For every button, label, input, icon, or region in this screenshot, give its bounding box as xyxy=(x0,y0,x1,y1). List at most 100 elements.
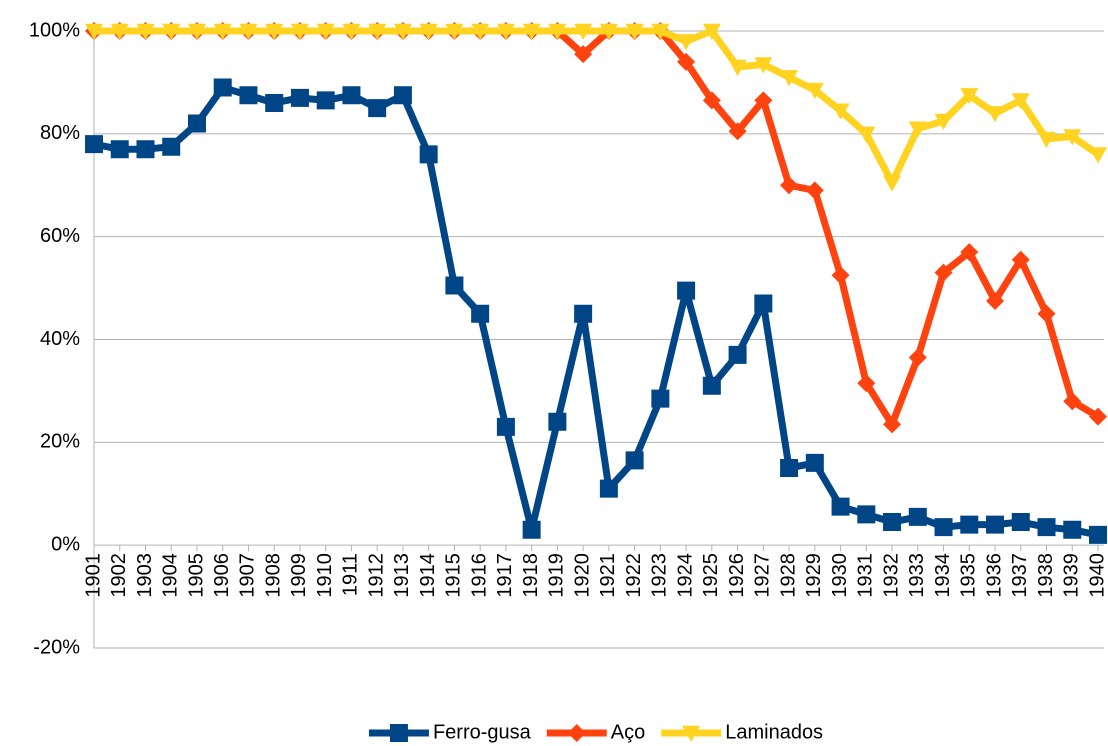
marker xyxy=(342,23,361,40)
x-tick-label: 1903 xyxy=(134,553,156,598)
marker xyxy=(651,389,670,408)
legend-label: Ferro-gusa xyxy=(433,721,532,743)
x-tick-label: 1911 xyxy=(340,553,362,596)
x-tick-label: 1921 xyxy=(597,553,619,598)
x-tick-label: 1936 xyxy=(983,553,1005,598)
x-tick-label: 1928 xyxy=(777,553,799,598)
marker xyxy=(599,479,618,498)
x-tick-label: 1925 xyxy=(700,553,722,598)
x-tick-label: 1902 xyxy=(108,553,130,598)
x-tick-label: 1910 xyxy=(314,553,336,598)
x-tick-label: 1940 xyxy=(1086,553,1108,598)
marker xyxy=(471,304,490,323)
marker xyxy=(316,23,335,40)
line xyxy=(93,84,1099,539)
marker xyxy=(496,23,515,40)
y-tick-label: 60% xyxy=(40,225,80,247)
marker xyxy=(780,176,799,195)
marker xyxy=(419,145,438,164)
marker xyxy=(831,103,850,120)
marker xyxy=(728,59,747,76)
marker xyxy=(1089,147,1107,164)
marker xyxy=(831,497,850,516)
x-tick-label: 1933 xyxy=(906,553,928,598)
marker xyxy=(857,126,876,143)
marker xyxy=(1011,93,1030,110)
marker xyxy=(702,376,721,395)
marker xyxy=(960,243,979,262)
marker xyxy=(677,281,696,300)
marker xyxy=(780,70,799,87)
marker xyxy=(162,23,181,40)
marker xyxy=(574,23,593,40)
marker xyxy=(651,23,670,40)
marker xyxy=(368,99,387,118)
marker xyxy=(342,86,361,105)
x-tick-label: 1915 xyxy=(443,553,465,598)
marker xyxy=(110,140,129,159)
series xyxy=(85,22,1107,434)
marker xyxy=(908,348,927,367)
series xyxy=(85,23,1107,192)
y-tick-label: 20% xyxy=(40,431,80,453)
y-tick-label: 0% xyxy=(51,533,80,555)
x-tick-label: 1934 xyxy=(932,553,954,598)
series xyxy=(85,78,1107,544)
marker xyxy=(548,23,567,40)
x-tick-label: 1904 xyxy=(160,553,182,598)
marker xyxy=(368,23,387,40)
marker xyxy=(445,276,464,295)
marker xyxy=(110,23,129,40)
marker xyxy=(677,34,696,51)
x-tick-label: 1909 xyxy=(288,553,310,598)
marker xyxy=(496,417,515,436)
marker xyxy=(136,140,155,159)
marker xyxy=(754,294,773,313)
x-tick-label: 1923 xyxy=(649,553,671,598)
marker xyxy=(187,23,206,40)
marker xyxy=(728,345,747,364)
marker xyxy=(682,725,701,742)
marker xyxy=(419,23,438,40)
x-tick-label: 1929 xyxy=(803,553,825,598)
x-tick-label: 1924 xyxy=(674,553,696,598)
x-tick-label: 1919 xyxy=(546,553,568,598)
x-tick-label: 1913 xyxy=(391,553,413,598)
marker xyxy=(162,137,181,156)
marker xyxy=(934,263,953,282)
x-tick-label: 1908 xyxy=(262,553,284,598)
marker xyxy=(986,106,1005,123)
marker xyxy=(213,23,232,40)
marker xyxy=(239,23,258,40)
marker xyxy=(908,507,927,526)
marker xyxy=(1011,513,1030,532)
marker xyxy=(522,23,541,40)
y-tick-label: 40% xyxy=(40,328,80,350)
marker xyxy=(213,78,232,97)
marker xyxy=(1037,304,1056,323)
legend-label: Aço xyxy=(611,721,645,743)
x-tick-label: 1926 xyxy=(726,553,748,598)
marker xyxy=(1089,407,1107,426)
x-tick-label: 1927 xyxy=(752,553,774,598)
x-tick-label: 1917 xyxy=(494,553,516,598)
marker xyxy=(986,291,1005,310)
marker xyxy=(265,93,284,112)
x-tick-label: 1930 xyxy=(829,553,851,598)
marker xyxy=(290,88,309,107)
marker xyxy=(754,57,773,74)
marker xyxy=(265,23,284,40)
marker xyxy=(857,374,876,393)
x-tick-label: 1916 xyxy=(468,553,490,598)
marker xyxy=(1011,250,1030,269)
marker xyxy=(548,412,567,431)
marker xyxy=(934,113,953,130)
line xyxy=(94,27,1101,187)
marker xyxy=(702,91,721,110)
marker xyxy=(599,23,618,40)
legend-label: Laminados xyxy=(725,721,823,743)
y-tick-label: 80% xyxy=(40,122,80,144)
x-tick-label: 1905 xyxy=(185,553,207,598)
marker xyxy=(445,23,464,40)
x-tick-label: 1907 xyxy=(237,553,259,598)
